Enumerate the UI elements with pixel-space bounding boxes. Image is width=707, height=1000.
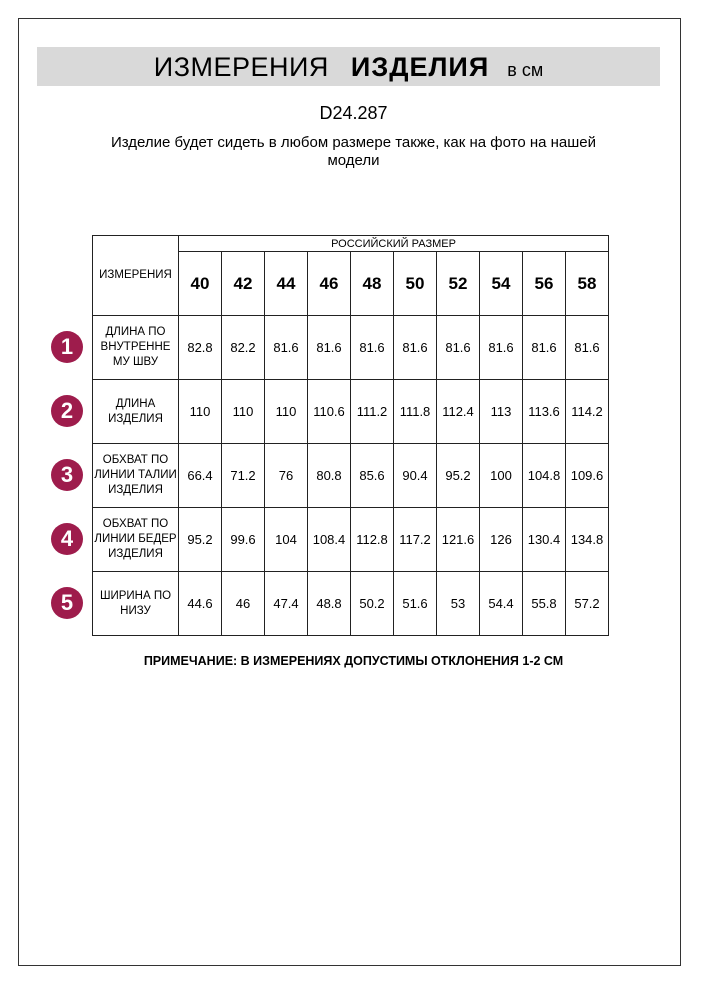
measure-label: ДЛИНА ИЗДЕЛИЯ xyxy=(92,379,179,444)
measure-value: 110.6 xyxy=(307,379,351,444)
measure-value: 51.6 xyxy=(393,571,437,636)
measure-value: 104.8 xyxy=(522,443,566,508)
measure-value: 80.8 xyxy=(307,443,351,508)
measure-value: 48.8 xyxy=(307,571,351,636)
measure-value: 46 xyxy=(221,571,265,636)
measure-value: 121.6 xyxy=(436,507,480,572)
measure-value: 130.4 xyxy=(522,507,566,572)
measure-value: 82.8 xyxy=(178,315,222,380)
measure-value: 81.6 xyxy=(565,315,609,380)
size-header: 48 xyxy=(350,251,394,316)
measure-value: 66.4 xyxy=(178,443,222,508)
measure-label: ОБХВАТ ПО ЛИНИИ ТАЛИИ ИЗДЕЛИЯ xyxy=(92,443,179,508)
measure-value: 53 xyxy=(436,571,480,636)
table-row: ДЛИНА ПО ВНУТРЕННЕ МУ ШВУ 82.8 82.2 81.6 81.… xyxy=(92,315,609,380)
note: ПРИМЕЧАНИЕ: В ИЗМЕРЕНИЯХ ДОПУСТИМЫ ОТКЛО… xyxy=(143,654,564,668)
measure-value: 81.6 xyxy=(436,315,480,380)
number-badge: 1 xyxy=(51,331,83,363)
measure-value: 109.6 xyxy=(565,443,609,508)
measure-value: 95.2 xyxy=(436,443,480,508)
size-group-header: РОССИЙСКИЙ РАЗМЕР xyxy=(178,235,609,252)
measure-value: 81.6 xyxy=(393,315,437,380)
measure-label: ОБХВАТ ПО ЛИНИИ БЕДЕР ИЗДЕЛИЯ xyxy=(92,507,179,572)
product-code: D24.287 xyxy=(319,103,388,123)
size-header: 52 xyxy=(436,251,480,316)
measure-value: 55.8 xyxy=(522,571,566,636)
measure-value: 47.4 xyxy=(264,571,308,636)
measure-value: 113 xyxy=(479,379,523,444)
measure-value: 110 xyxy=(178,379,222,444)
number-badge: 4 xyxy=(51,523,83,555)
table-row: ОБХВАТ ПО ЛИНИИ БЕДЕР ИЗДЕЛИЯ 95.2 99.6 104… xyxy=(92,507,609,572)
measure-value: 81.6 xyxy=(479,315,523,380)
measure-value: 110 xyxy=(221,379,265,444)
size-header: 44 xyxy=(264,251,308,316)
number-badge: 5 xyxy=(51,587,83,619)
title-part1: ИЗМЕРЕНИЯ xyxy=(153,52,329,82)
measure-value: 57.2 xyxy=(565,571,609,636)
measure-value: 99.6 xyxy=(221,507,265,572)
measure-value: 81.6 xyxy=(264,315,308,380)
size-header: 42 xyxy=(221,251,265,316)
measure-value: 71.2 xyxy=(221,443,265,508)
measure-value: 112.4 xyxy=(436,379,480,444)
number-badge: 2 xyxy=(51,395,83,427)
measure-value: 85.6 xyxy=(350,443,394,508)
size-header: 40 xyxy=(178,251,222,316)
measure-value: 111.2 xyxy=(350,379,394,444)
measure-value: 81.6 xyxy=(307,315,351,380)
measure-value: 104 xyxy=(264,507,308,572)
measure-value: 108.4 xyxy=(307,507,351,572)
measure-value: 113.6 xyxy=(522,379,566,444)
measure-value: 134.8 xyxy=(565,507,609,572)
size-table: ИЗМЕРЕНИЯ РОССИЙСКИЙ РАЗМЕР 40 42 44 46 48 50 52… xyxy=(92,235,609,636)
measure-value: 54.4 xyxy=(479,571,523,636)
size-header: 54 xyxy=(479,251,523,316)
size-header: 58 xyxy=(565,251,609,316)
measure-value: 117.2 xyxy=(393,507,437,572)
table-row: ОБХВАТ ПО ЛИНИИ ТАЛИИ ИЗДЕЛИЯ 66.4 71.2 76 8… xyxy=(92,443,609,508)
measure-value: 126 xyxy=(479,507,523,572)
measure-value: 50.2 xyxy=(350,571,394,636)
measure-value: 110 xyxy=(264,379,308,444)
subtitle: Изделие будет сидеть в любом размере так… xyxy=(110,134,597,169)
measure-label: ДЛИНА ПО ВНУТРЕННЕ МУ ШВУ xyxy=(92,315,179,380)
title-unit: в см xyxy=(507,60,544,80)
measure-value: 81.6 xyxy=(350,315,394,380)
measure-value: 114.2 xyxy=(565,379,609,444)
table-row: ДЛИНА ИЗДЕЛИЯ 110 110 110 110.6 111.2 111.8 112… xyxy=(92,379,609,444)
measure-value: 90.4 xyxy=(393,443,437,508)
measure-value: 44.6 xyxy=(178,571,222,636)
measure-value: 76 xyxy=(264,443,308,508)
measure-value: 82.2 xyxy=(221,315,265,380)
title-bar: ИЗМЕРЕНИЯ ИЗДЕЛИЯ в см xyxy=(37,47,660,86)
page-frame xyxy=(18,18,681,966)
number-badge: 3 xyxy=(51,459,83,491)
measure-label: ШИРИНА ПО НИЗУ xyxy=(92,571,179,636)
measure-value: 95.2 xyxy=(178,507,222,572)
table-row: ШИРИНА ПО НИЗУ 44.6 46 47.4 48.8 50.2 51.6 53 54… xyxy=(92,571,609,636)
title-part2: ИЗДЕЛИЯ xyxy=(350,52,490,82)
measure-value: 100 xyxy=(479,443,523,508)
size-header: 56 xyxy=(522,251,566,316)
measure-value: 112.8 xyxy=(350,507,394,572)
measure-value: 111.8 xyxy=(393,379,437,444)
measure-value: 81.6 xyxy=(522,315,566,380)
size-header: 46 xyxy=(307,251,351,316)
measure-header: ИЗМЕРЕНИЯ xyxy=(92,235,179,316)
size-header: 50 xyxy=(393,251,437,316)
